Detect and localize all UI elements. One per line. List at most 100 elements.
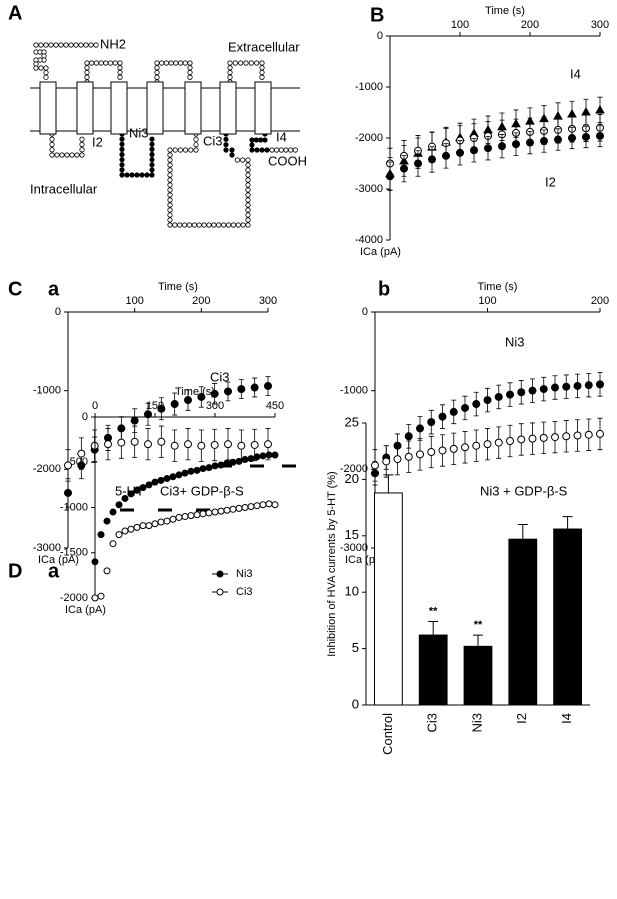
marker	[584, 430, 593, 439]
residue	[117, 65, 123, 71]
y-tick-label: -2000	[60, 592, 88, 604]
y-tick-label: -3000	[33, 542, 61, 554]
residue	[84, 74, 90, 80]
y-tick-label: 10	[345, 584, 359, 599]
x-tick-label: 300	[206, 400, 224, 412]
residue	[49, 136, 55, 142]
legend-label: Ci3	[236, 586, 253, 598]
panel-label: B	[370, 4, 384, 26]
marker	[97, 592, 105, 600]
y-tick-label: 0	[352, 696, 359, 711]
marker	[416, 450, 424, 459]
residue	[167, 187, 173, 193]
marker	[170, 441, 179, 450]
marker	[449, 407, 458, 416]
y-tick-label: -4000	[355, 234, 383, 246]
marker	[506, 390, 514, 399]
marker	[250, 383, 259, 392]
residue	[53, 42, 59, 48]
panel-letter: A	[8, 2, 22, 24]
residue	[79, 141, 85, 148]
bar	[463, 645, 493, 706]
residue	[78, 42, 84, 48]
marker	[271, 501, 279, 509]
residue	[234, 157, 240, 163]
marker	[169, 515, 177, 523]
marker	[91, 594, 99, 602]
residue	[167, 172, 173, 178]
residue	[196, 222, 202, 228]
marker	[573, 431, 582, 440]
marker	[133, 523, 141, 531]
residue	[259, 74, 265, 80]
residue	[211, 222, 217, 228]
marker	[237, 441, 246, 450]
annotation: Ni3 + GDP-β-S	[480, 483, 568, 498]
marker	[540, 137, 548, 146]
marker	[484, 144, 492, 153]
residue	[245, 197, 251, 203]
marker	[404, 432, 413, 441]
residue	[258, 137, 264, 143]
marker	[528, 434, 537, 443]
marker	[151, 478, 159, 486]
residue	[201, 222, 207, 228]
marker	[199, 510, 207, 518]
residue	[245, 162, 251, 168]
marker	[265, 451, 273, 459]
y-tick-label: -1500	[60, 547, 88, 559]
marker	[253, 502, 261, 510]
residue	[139, 172, 145, 178]
marker	[157, 518, 165, 526]
residue	[84, 65, 90, 71]
legend-label: Ni3	[236, 568, 253, 580]
marker	[539, 433, 548, 442]
residue	[38, 65, 44, 71]
residue	[154, 69, 160, 76]
diagram-label: Extracellular	[228, 39, 300, 54]
y-tick-label: 20	[345, 471, 359, 486]
x-axis-label: Time (s)	[478, 281, 518, 293]
residue	[227, 60, 233, 66]
helix	[110, 81, 128, 135]
marker	[103, 517, 111, 525]
y-axis-label: ICa (pA)	[360, 246, 401, 258]
residue	[119, 151, 125, 158]
residue	[177, 222, 183, 228]
residue	[269, 147, 275, 153]
residue	[240, 222, 246, 228]
y-tick-label: -2000	[355, 132, 383, 144]
residue	[117, 60, 123, 66]
residue	[43, 65, 49, 71]
marker	[393, 455, 402, 464]
y-axis-label: ICa (pA)	[65, 604, 106, 616]
marker	[170, 400, 179, 409]
y-tick-label: -3000	[340, 542, 368, 554]
bar	[508, 538, 538, 706]
helix	[39, 81, 57, 135]
annotation: I4	[570, 66, 581, 81]
residue	[33, 65, 39, 71]
marker	[472, 441, 481, 450]
residue	[229, 152, 235, 158]
residue	[259, 65, 265, 71]
marker	[494, 392, 503, 401]
residue	[149, 151, 155, 158]
residue	[83, 42, 89, 48]
residue	[227, 69, 233, 76]
residue	[167, 152, 173, 158]
marker	[237, 385, 246, 394]
residue	[182, 60, 188, 66]
marker	[235, 457, 243, 465]
panel-letter: D	[8, 560, 22, 582]
residue	[73, 42, 79, 48]
panel-label: b	[378, 278, 390, 300]
residue	[259, 60, 265, 66]
residue	[49, 147, 55, 153]
marker	[133, 486, 141, 494]
panel-label: a	[48, 560, 60, 582]
marker	[223, 506, 231, 514]
marker	[554, 135, 562, 144]
marker	[91, 558, 99, 566]
marker	[483, 440, 492, 449]
